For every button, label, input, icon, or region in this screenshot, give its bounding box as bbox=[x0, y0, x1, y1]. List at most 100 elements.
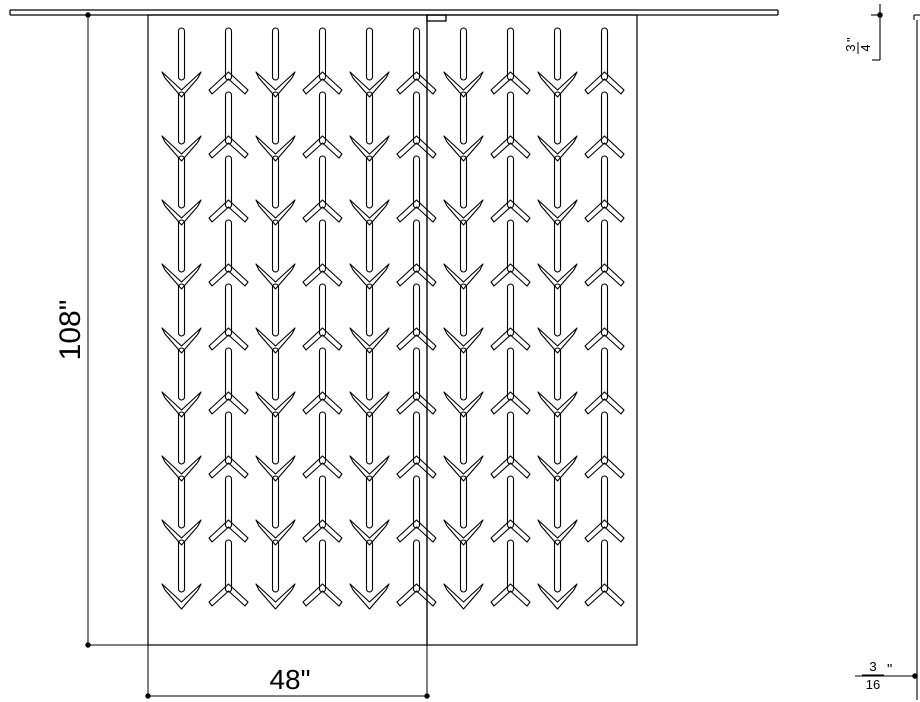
chevron-cutout bbox=[490, 71, 531, 95]
chevron-cutout bbox=[161, 135, 202, 162]
chevron-cutout bbox=[208, 263, 249, 287]
vertical-slot bbox=[506, 155, 515, 209]
chevron-cutout bbox=[443, 519, 484, 546]
vertical-slot bbox=[412, 155, 421, 209]
vertical-slot bbox=[224, 347, 233, 401]
vertical-slot bbox=[318, 475, 327, 529]
height-dimension bbox=[85, 12, 148, 648]
vertical-slot bbox=[177, 27, 186, 81]
chevron-cutout bbox=[349, 263, 390, 290]
chevron-cutout bbox=[537, 263, 578, 290]
vertical-slot bbox=[600, 539, 609, 593]
vertical-slot bbox=[506, 539, 515, 593]
svg-text:3: 3 bbox=[869, 659, 876, 674]
right-panel bbox=[426, 14, 638, 646]
vertical-slot bbox=[506, 283, 515, 337]
vertical-slot bbox=[553, 347, 562, 401]
vertical-slot bbox=[224, 475, 233, 529]
vertical-slot bbox=[506, 91, 515, 145]
chevron-cutout bbox=[537, 327, 578, 354]
chevron-cutout bbox=[584, 455, 625, 479]
chevron-cutout bbox=[208, 327, 249, 351]
vertical-slot bbox=[224, 539, 233, 593]
vertical-slot bbox=[318, 91, 327, 145]
chevron-cutout bbox=[208, 519, 249, 543]
chevron-cutout bbox=[396, 519, 437, 543]
chevron-cutout bbox=[396, 327, 437, 351]
vertical-slot bbox=[365, 155, 374, 209]
chevron-cutout bbox=[161, 327, 202, 354]
chevron-cutout bbox=[490, 391, 531, 415]
vertical-slot bbox=[318, 347, 327, 401]
vertical-slot bbox=[412, 27, 421, 81]
chevron-cutout bbox=[349, 327, 390, 354]
chevron-cutout bbox=[208, 455, 249, 479]
thickness-label: 3 4 " bbox=[843, 37, 873, 54]
chevron-cutout bbox=[255, 519, 296, 546]
chevron-cutout bbox=[490, 583, 531, 607]
vertical-slot bbox=[412, 475, 421, 529]
vertical-slot bbox=[459, 475, 468, 529]
vertical-slot bbox=[459, 27, 468, 81]
vertical-slot bbox=[318, 411, 327, 465]
chevron-cutout bbox=[208, 391, 249, 415]
vertical-slot bbox=[271, 27, 280, 81]
chevron-cutout bbox=[396, 135, 437, 159]
vertical-slot bbox=[271, 411, 280, 465]
vertical-slot bbox=[271, 539, 280, 593]
chevron-cutout bbox=[161, 263, 202, 290]
vertical-slot bbox=[553, 283, 562, 337]
vertical-slot bbox=[365, 27, 374, 81]
chevron-cutout bbox=[490, 135, 531, 159]
chevron-cutout bbox=[349, 135, 390, 162]
chevron-cutout bbox=[255, 391, 296, 418]
vertical-slot bbox=[506, 475, 515, 529]
vertical-slot bbox=[553, 411, 562, 465]
vertical-slot bbox=[177, 219, 186, 273]
width-dimension bbox=[145, 645, 430, 699]
vertical-slot bbox=[177, 539, 186, 593]
vertical-slot bbox=[412, 91, 421, 145]
chevron-cutout bbox=[537, 71, 578, 98]
chevron-cutout bbox=[161, 199, 202, 226]
vertical-slot bbox=[365, 283, 374, 337]
chevron-cutout bbox=[443, 327, 484, 354]
vertical-slot bbox=[506, 411, 515, 465]
chevron-cutout bbox=[396, 263, 437, 287]
vertical-slot bbox=[600, 475, 609, 529]
vertical-slot bbox=[177, 283, 186, 337]
chevron-cutout bbox=[208, 199, 249, 223]
chevron-cutout bbox=[302, 327, 343, 351]
svg-text:": " bbox=[887, 661, 892, 678]
vertical-slot bbox=[271, 219, 280, 273]
chevron-cutout bbox=[396, 71, 437, 95]
chevron-cutout bbox=[584, 199, 625, 223]
vertical-slot bbox=[459, 411, 468, 465]
chevron-cutout bbox=[537, 455, 578, 482]
vertical-slot bbox=[506, 347, 515, 401]
chevron-cutout bbox=[396, 199, 437, 223]
chevron-cutout bbox=[584, 263, 625, 287]
chevron-cutout bbox=[255, 199, 296, 226]
svg-text:": " bbox=[844, 37, 859, 42]
vertical-slot bbox=[412, 411, 421, 465]
vertical-slot bbox=[459, 283, 468, 337]
vertical-slot bbox=[600, 155, 609, 209]
chevron-cutout bbox=[584, 135, 625, 159]
chevron-cutout bbox=[490, 199, 531, 223]
chevron-cutout bbox=[349, 583, 390, 610]
chevron-cutout bbox=[443, 391, 484, 418]
chevron-cutout bbox=[349, 71, 390, 98]
vertical-slot bbox=[177, 347, 186, 401]
chevron-cutout bbox=[302, 135, 343, 159]
vertical-slot bbox=[459, 155, 468, 209]
vertical-slot bbox=[271, 91, 280, 145]
vertical-slot bbox=[412, 283, 421, 337]
vertical-slot bbox=[553, 27, 562, 81]
vertical-slot bbox=[271, 155, 280, 209]
chevron-cutout bbox=[537, 583, 578, 610]
gap-detail bbox=[855, 20, 918, 700]
chevron-cutout bbox=[443, 583, 484, 610]
svg-text:16: 16 bbox=[866, 677, 880, 692]
